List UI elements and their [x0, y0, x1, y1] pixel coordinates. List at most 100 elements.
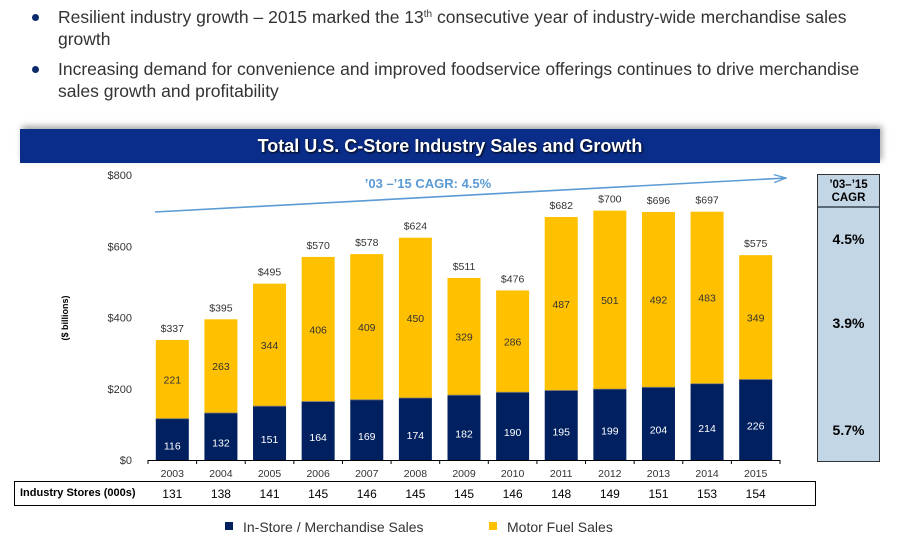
bullet-text: Resilient industry growth – 2015 marked … [58, 7, 424, 27]
data-label-total: $511 [453, 261, 476, 273]
data-label-total: $682 [550, 200, 574, 212]
data-label-fuel: 349 [747, 312, 765, 324]
data-label-merchandise: 214 [698, 423, 716, 435]
data-label-merchandise: 132 [212, 437, 230, 449]
data-label-fuel: 450 [407, 313, 425, 325]
bar-merchandise [641, 387, 675, 460]
y-tick-label: $200 [108, 384, 132, 396]
x-tick-label: 2015 [744, 468, 768, 480]
bullet-dot-icon [32, 14, 39, 21]
industry-stores-value: 154 [746, 487, 766, 501]
data-label-merchandise: 195 [552, 426, 570, 438]
data-label-total: $697 [695, 195, 719, 207]
bar-merchandise [690, 383, 724, 460]
bar-fuel [593, 210, 627, 390]
x-tick-label: 2012 [598, 468, 622, 480]
industry-stores-value: 149 [600, 487, 620, 501]
cagr-table-header: ’03–’15 CAGR [818, 175, 879, 208]
x-tick-label: 2009 [452, 468, 476, 480]
bar-merchandise [739, 379, 773, 460]
data-label-total: $495 [258, 267, 282, 279]
bar-fuel [690, 211, 724, 384]
industry-stores-value: 131 [162, 487, 182, 501]
bar-merchandise [544, 390, 578, 460]
bar-fuel [641, 212, 675, 388]
cagr-header-period: ’03–’15 [829, 179, 868, 191]
bullet-dot-icon [32, 66, 39, 73]
data-label-merchandise: 151 [261, 434, 279, 446]
data-label-fuel: 329 [455, 332, 473, 344]
data-label-merchandise: 199 [601, 426, 619, 438]
industry-stores-value: 146 [503, 487, 523, 501]
bar-merchandise [253, 406, 287, 460]
chart-title: Total U.S. C-Store Industry Sales and Gr… [257, 135, 643, 156]
industry-stores-value: 146 [357, 487, 377, 501]
x-tick-label: 2014 [695, 468, 719, 480]
chart-title-bar: Total U.S. C-Store Industry Sales and Gr… [20, 129, 880, 163]
data-label-fuel: 221 [164, 374, 182, 386]
bar-fuel [739, 255, 773, 380]
bar-merchandise [204, 412, 238, 460]
y-tick-label: $800 [108, 170, 132, 182]
cagr-annotation: ’03 –’15 CAGR: 4.5% [365, 176, 492, 191]
bullet-text: Increasing demand for convenience and im… [58, 59, 860, 101]
bar-fuel [155, 339, 189, 419]
bar-fuel [544, 217, 578, 391]
bullet-item: Increasing demand for convenience and im… [22, 58, 882, 102]
data-label-merchandise: 164 [309, 432, 327, 444]
data-label-fuel: 501 [601, 295, 619, 307]
x-tick-label: 2013 [647, 468, 671, 480]
bar-merchandise [155, 418, 189, 460]
data-label-fuel: 487 [552, 299, 570, 311]
bar-fuel [398, 237, 432, 399]
data-label-total: $578 [355, 237, 379, 249]
bar-fuel [253, 283, 287, 407]
data-label-merchandise: 204 [650, 425, 668, 437]
x-tick-label: 2006 [306, 468, 330, 480]
bar-fuel [350, 254, 384, 400]
x-tick-label: 2005 [258, 468, 282, 480]
legend-swatch-fuel [489, 522, 497, 530]
data-label-merchandise: 182 [455, 429, 473, 441]
industry-stores-value: 138 [211, 487, 231, 501]
bar-fuel [204, 319, 238, 413]
bar-fuel [301, 256, 335, 402]
data-label-total: $395 [209, 302, 233, 314]
data-label-total: $696 [647, 195, 671, 207]
legend-swatch-merchandise [225, 522, 233, 530]
cagr-merchandise-value: 5.7% [832, 422, 865, 438]
industry-stores-value: 145 [405, 487, 425, 501]
industry-stores-label: Industry Stores (000s) [20, 487, 136, 499]
data-label-fuel: 286 [504, 336, 522, 348]
data-label-total: $575 [744, 238, 768, 250]
data-label-fuel: 344 [261, 340, 279, 352]
cagr-trend-arrow [154, 178, 786, 213]
x-tick-label: 2011 [550, 468, 573, 480]
data-label-merchandise: 169 [358, 431, 376, 443]
industry-stores-value: 148 [551, 487, 571, 501]
data-label-merchandise: 190 [504, 427, 522, 439]
legend-label: In-Store / Merchandise Sales [243, 519, 424, 535]
x-tick-label: 2010 [501, 468, 525, 480]
bar-merchandise [593, 389, 627, 460]
industry-stores-row: Industry Stores (000s) [14, 481, 816, 506]
data-label-merchandise: 116 [164, 440, 181, 452]
data-label-fuel: 483 [698, 293, 716, 305]
industry-stores-value: 151 [648, 487, 668, 501]
x-tick-label: 2008 [404, 468, 428, 480]
industry-stores-value: 141 [260, 487, 280, 501]
bar-fuel [496, 290, 530, 393]
y-tick-label: $600 [108, 241, 132, 253]
data-label-total: $337 [161, 323, 185, 335]
industry-stores-value: 145 [454, 487, 474, 501]
cagr-header-label: CAGR [831, 192, 866, 204]
cagr-total-value: 4.5% [832, 231, 865, 247]
y-axis-label: ($ billions) [60, 295, 70, 340]
data-label-fuel: 263 [212, 361, 230, 373]
data-label-fuel: 492 [650, 295, 668, 307]
y-tick-label: $0 [120, 455, 132, 467]
bar-fuel [447, 277, 481, 396]
data-label-merchandise: 174 [407, 430, 425, 442]
